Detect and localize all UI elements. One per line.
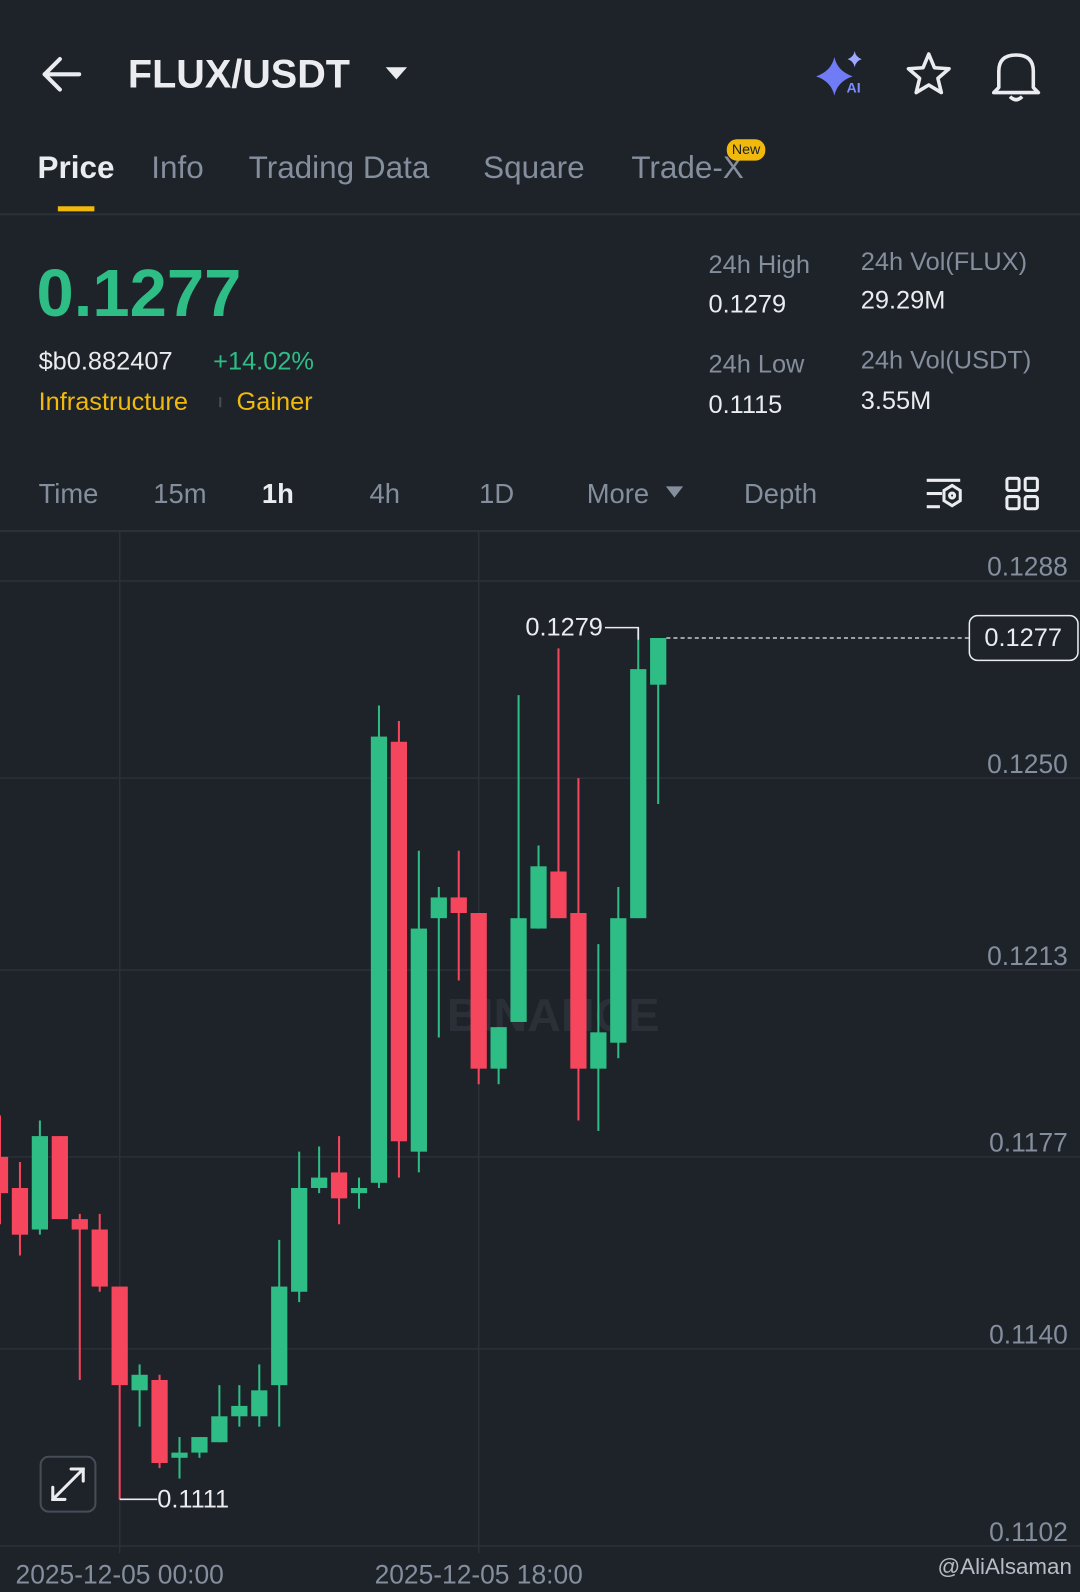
candle-body xyxy=(291,1187,308,1292)
pair-dropdown[interactable] xyxy=(385,67,408,80)
y-tick-label: 0.1140 xyxy=(989,1320,1068,1350)
high-label: 0.1279 xyxy=(525,614,603,642)
interval-option[interactable]: 1D xyxy=(479,478,514,509)
candle-body xyxy=(211,1416,228,1443)
candle-body xyxy=(430,897,447,919)
back-button[interactable] xyxy=(42,57,82,92)
candle-body xyxy=(111,1286,128,1386)
high-marker xyxy=(604,626,640,640)
tab[interactable]: Price xyxy=(38,150,115,185)
new-badge xyxy=(726,139,766,161)
y-tick-label: 0.1177 xyxy=(989,1128,1068,1158)
interval-option[interactable]: Depth xyxy=(744,478,817,509)
stat-value: 0.1115 xyxy=(708,391,782,419)
active-tab-indicator xyxy=(57,206,95,212)
y-tick-label: 0.1250 xyxy=(987,749,1068,779)
credit: @AliAlsaman xyxy=(938,1554,1072,1579)
y-tick-label: 0.1102 xyxy=(989,1517,1068,1547)
candle-body xyxy=(450,897,467,913)
stat-value: 29.29M xyxy=(861,287,946,315)
interval-option[interactable]: 15m xyxy=(153,478,206,509)
candle-body xyxy=(91,1229,108,1287)
tab-bar: Price Info Trading Data Square Trade-X xyxy=(38,150,744,185)
interval-option[interactable]: Time xyxy=(39,478,99,509)
x-tick-label: 2025-12-05 00:00 xyxy=(16,1560,224,1590)
ai-label: AI xyxy=(847,81,861,97)
last-price-tag xyxy=(968,614,1079,662)
pair-title[interactable]: FLUX/USDT xyxy=(128,52,350,96)
interval-option[interactable]: 4h xyxy=(369,478,399,509)
candle-body xyxy=(470,912,487,1069)
last-price: 0.1277 xyxy=(37,256,242,331)
candle-body xyxy=(370,736,388,1183)
tab[interactable]: Info xyxy=(151,150,203,185)
candle-body xyxy=(590,1032,607,1069)
candle-body xyxy=(151,1379,168,1463)
interval-option[interactable]: 1h xyxy=(262,478,294,509)
interval-option[interactable]: More xyxy=(587,478,649,509)
ai-button[interactable]: AI xyxy=(816,50,862,97)
candle-body xyxy=(570,912,587,1069)
stat-value: 0.1279 xyxy=(708,291,786,319)
indicator-settings-button[interactable] xyxy=(926,478,962,509)
candle-body xyxy=(0,1156,9,1194)
candle-body xyxy=(251,1390,268,1417)
expand-button[interactable] xyxy=(39,1455,97,1513)
tab[interactable]: Trading Data xyxy=(249,150,430,185)
fiat-price: $b0.882407 xyxy=(39,348,173,376)
y-tick-label: 0.1213 xyxy=(987,941,1068,971)
tag[interactable]: Gainer xyxy=(237,388,314,416)
candle-body xyxy=(650,638,667,685)
y-tick-label: 0.1288 xyxy=(987,552,1068,582)
layout-button[interactable] xyxy=(1005,476,1039,511)
candle-body xyxy=(490,1027,507,1069)
x-tick-label: 2025-12-05 18:00 xyxy=(375,1560,583,1590)
candle-body xyxy=(11,1187,29,1235)
candle-body xyxy=(530,866,547,929)
stat-label: 24h High xyxy=(708,251,810,279)
stat-value: 3.55M xyxy=(861,387,931,415)
last-price-label: 0.1277 xyxy=(984,624,1062,652)
candle-body xyxy=(51,1136,68,1220)
candle-body xyxy=(71,1219,88,1230)
tab[interactable]: Square xyxy=(483,150,584,185)
tag[interactable]: Infrastructure xyxy=(39,388,188,416)
more-dropdown[interactable] xyxy=(665,486,684,498)
candle-body xyxy=(550,871,567,919)
candle-body xyxy=(191,1437,208,1453)
candle-body xyxy=(231,1405,248,1417)
candle-body xyxy=(410,928,427,1152)
candle-body xyxy=(31,1136,49,1230)
candle-body xyxy=(630,669,647,919)
stat-label: 24h Low xyxy=(708,351,805,379)
candle-body xyxy=(610,918,627,1043)
candle-body xyxy=(171,1452,188,1458)
interval-bar: Time 15m 1h 4h 1D More Depth xyxy=(39,478,818,509)
low-label: 0.1111 xyxy=(157,1485,229,1513)
new-badge-label: New xyxy=(732,142,761,158)
candle-body xyxy=(390,741,408,1142)
stat-label: 24h Vol(FLUX) xyxy=(861,248,1027,276)
candle-body xyxy=(311,1177,328,1188)
candle-body xyxy=(350,1187,368,1194)
candle-body xyxy=(510,918,527,1022)
price-change: +14.02% xyxy=(213,348,314,376)
candle-body xyxy=(271,1286,288,1386)
tag-separator xyxy=(219,397,222,408)
candle-body xyxy=(330,1172,348,1199)
tab[interactable]: Trade-X xyxy=(631,150,743,185)
stat-label: 24h Vol(USDT) xyxy=(861,347,1032,375)
alert-button[interactable] xyxy=(991,53,1041,102)
candle-body xyxy=(131,1374,148,1391)
favorite-button[interactable] xyxy=(906,52,951,95)
